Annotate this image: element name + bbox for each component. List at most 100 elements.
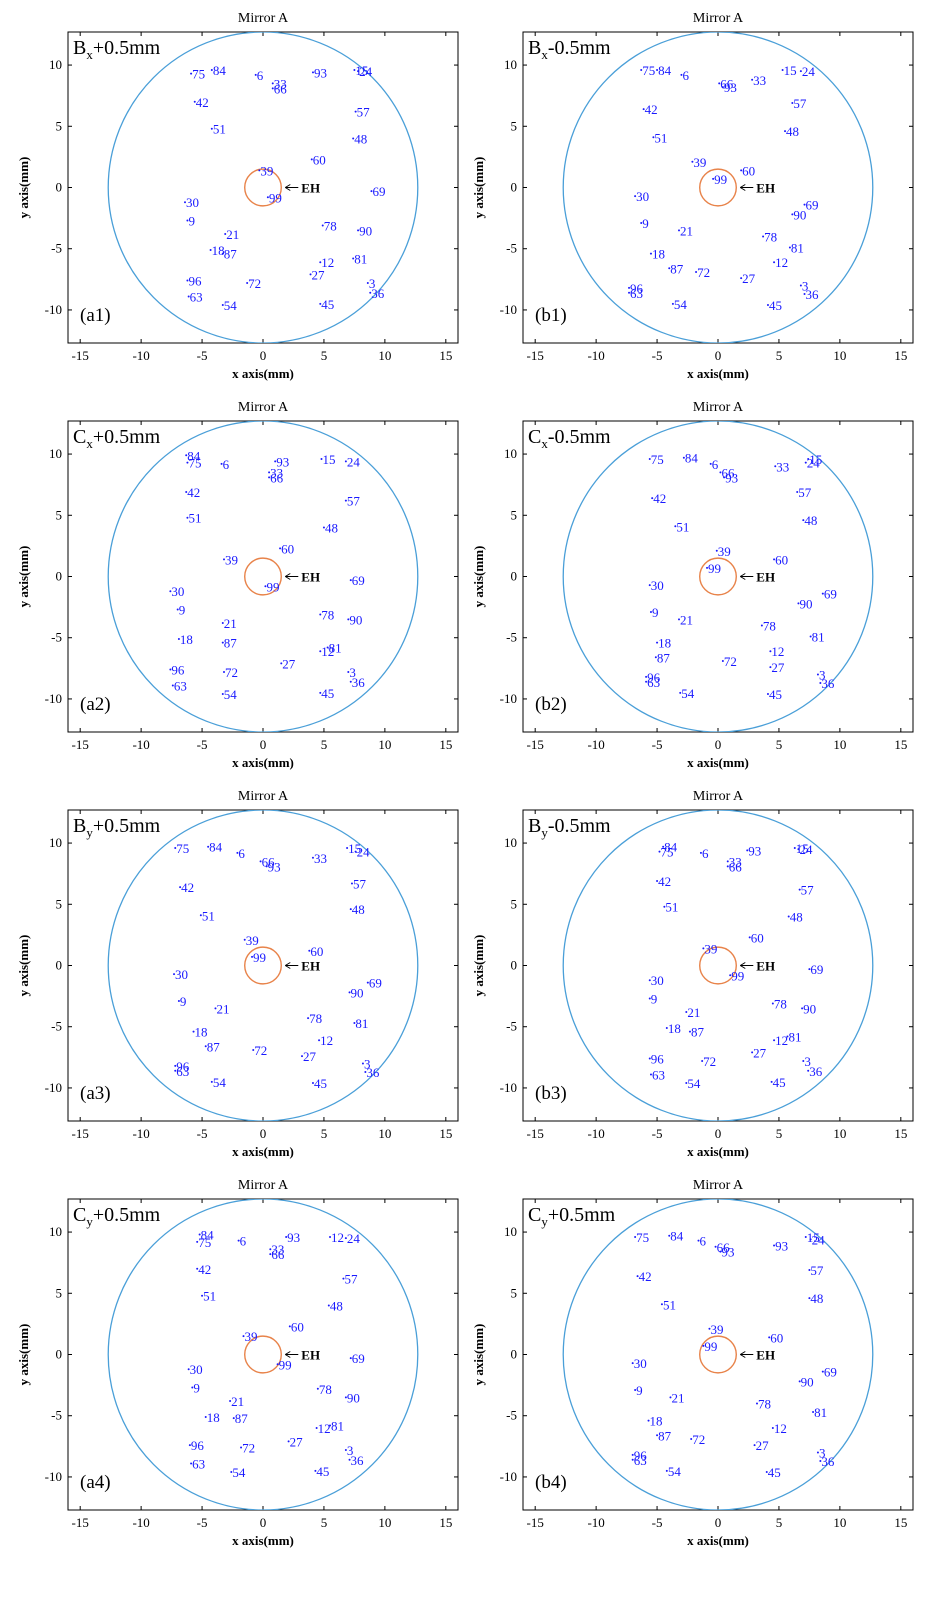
y-axis-title: y axis(mm)	[471, 935, 486, 997]
point-dot	[628, 286, 631, 289]
x-axis-title: x axis(mm)	[232, 1144, 294, 1159]
point-label: 99	[704, 1339, 717, 1354]
plot-title: Mirror A	[693, 1178, 744, 1193]
x-tick-label: -10	[132, 348, 149, 363]
point-dot	[634, 1389, 637, 1392]
point-label: 78	[758, 1396, 771, 1411]
y-tick-label: 5	[56, 1285, 63, 1300]
point-dot	[791, 213, 794, 216]
point-label: 48	[804, 513, 817, 528]
point-label: 66	[274, 81, 288, 96]
point-dot	[774, 465, 777, 468]
point-label: 75	[198, 1235, 211, 1250]
eh-arrow-head	[740, 962, 746, 969]
y-tick-label: 10	[49, 57, 62, 72]
point-dot	[665, 1469, 668, 1472]
x-tick-label: 15	[439, 1126, 452, 1141]
point-dot	[318, 1039, 321, 1042]
point-label: 30	[636, 189, 649, 204]
point-dot	[690, 1437, 693, 1440]
y-tick-label: 10	[49, 446, 62, 461]
y-axis-title: y axis(mm)	[16, 546, 31, 608]
point-dot	[654, 656, 657, 659]
point-dot	[350, 882, 353, 885]
point-dot	[796, 491, 799, 494]
condition-value: +0.5mm	[548, 1204, 616, 1226]
point-dot	[807, 457, 810, 460]
point-label: 96	[647, 670, 661, 685]
point-dot	[186, 279, 189, 282]
point-label: 54	[687, 1076, 701, 1091]
point-label: 30	[190, 1362, 203, 1377]
point-label: 6	[682, 68, 689, 83]
point-dot	[198, 1233, 201, 1236]
point-label: 78	[774, 996, 787, 1011]
panel-a3: Mirror A -15 -10 -5 0 5 10 15 -10 -5 0 5 10 x axis(mm…	[16, 789, 459, 1159]
condition-value: +0.5mm	[93, 426, 161, 448]
point-label: 9	[180, 994, 187, 1009]
point-label: 6	[702, 846, 709, 861]
y-tick-label: 10	[504, 446, 517, 461]
condition-letter: C	[73, 426, 86, 448]
condition-subscript: y	[86, 825, 93, 840]
x-tick-label: 5	[321, 737, 328, 752]
point-dot	[288, 1325, 291, 1328]
point-dot	[352, 137, 355, 140]
point-label: 51	[663, 1297, 676, 1312]
point-label: 9	[652, 605, 659, 620]
point-label: 12	[321, 644, 334, 659]
point-label: 3	[349, 665, 356, 680]
y-axis-title: y axis(mm)	[471, 1324, 486, 1386]
point-dot	[821, 592, 824, 595]
point-dot	[695, 270, 698, 273]
x-axis-title: x axis(mm)	[687, 1144, 749, 1159]
point-label: 93	[724, 80, 737, 95]
point-label: 42	[658, 874, 671, 889]
point-label: 36	[366, 1065, 380, 1080]
point-label: 57	[347, 494, 361, 509]
plot-title: Mirror A	[693, 400, 744, 415]
point-dot	[746, 849, 749, 852]
point-dot	[210, 127, 213, 130]
point-label: 69	[824, 1365, 837, 1380]
x-tick-label: 10	[833, 348, 846, 363]
point-dot	[204, 1415, 207, 1418]
point-label: 63	[174, 678, 187, 693]
point-label: 18	[650, 1414, 663, 1429]
point-label: 57	[357, 105, 371, 120]
point-label: 48	[325, 521, 338, 536]
x-tick-label: 5	[776, 1515, 783, 1530]
y-tick-label: 5	[511, 1285, 518, 1300]
point-dot	[326, 646, 329, 649]
point-dot	[237, 1239, 240, 1242]
point-label: 39	[718, 544, 731, 559]
point-dot	[652, 136, 655, 139]
point-label: 54	[213, 1075, 227, 1090]
point-label: 60	[291, 1319, 304, 1334]
point-dot	[793, 846, 796, 849]
point-label: 99	[266, 579, 279, 594]
point-label: 39	[260, 163, 273, 178]
x-tick-label: 5	[776, 737, 783, 752]
point-dot	[190, 1462, 193, 1465]
point-dot	[760, 624, 763, 627]
y-tick-label: 10	[49, 1224, 62, 1239]
point-label: 21	[224, 616, 237, 631]
x-tick-label: 5	[321, 348, 328, 363]
point-dot	[685, 1082, 688, 1085]
point-label: 51	[202, 908, 215, 923]
point-label: 9	[642, 216, 649, 231]
point-label: 9	[179, 603, 186, 618]
point-label: 81	[355, 1016, 368, 1031]
point-label: 81	[354, 252, 367, 267]
point-label: 78	[321, 607, 334, 622]
point-dot	[798, 1380, 801, 1383]
plot-title: Mirror A	[238, 11, 289, 26]
point-label: 21	[216, 1001, 229, 1016]
point-label: 72	[225, 665, 238, 680]
x-axis-title: x axis(mm)	[232, 366, 294, 381]
panel-label: (a1)	[80, 305, 111, 326]
point-dot	[209, 248, 212, 251]
point-label: 27	[742, 271, 756, 286]
